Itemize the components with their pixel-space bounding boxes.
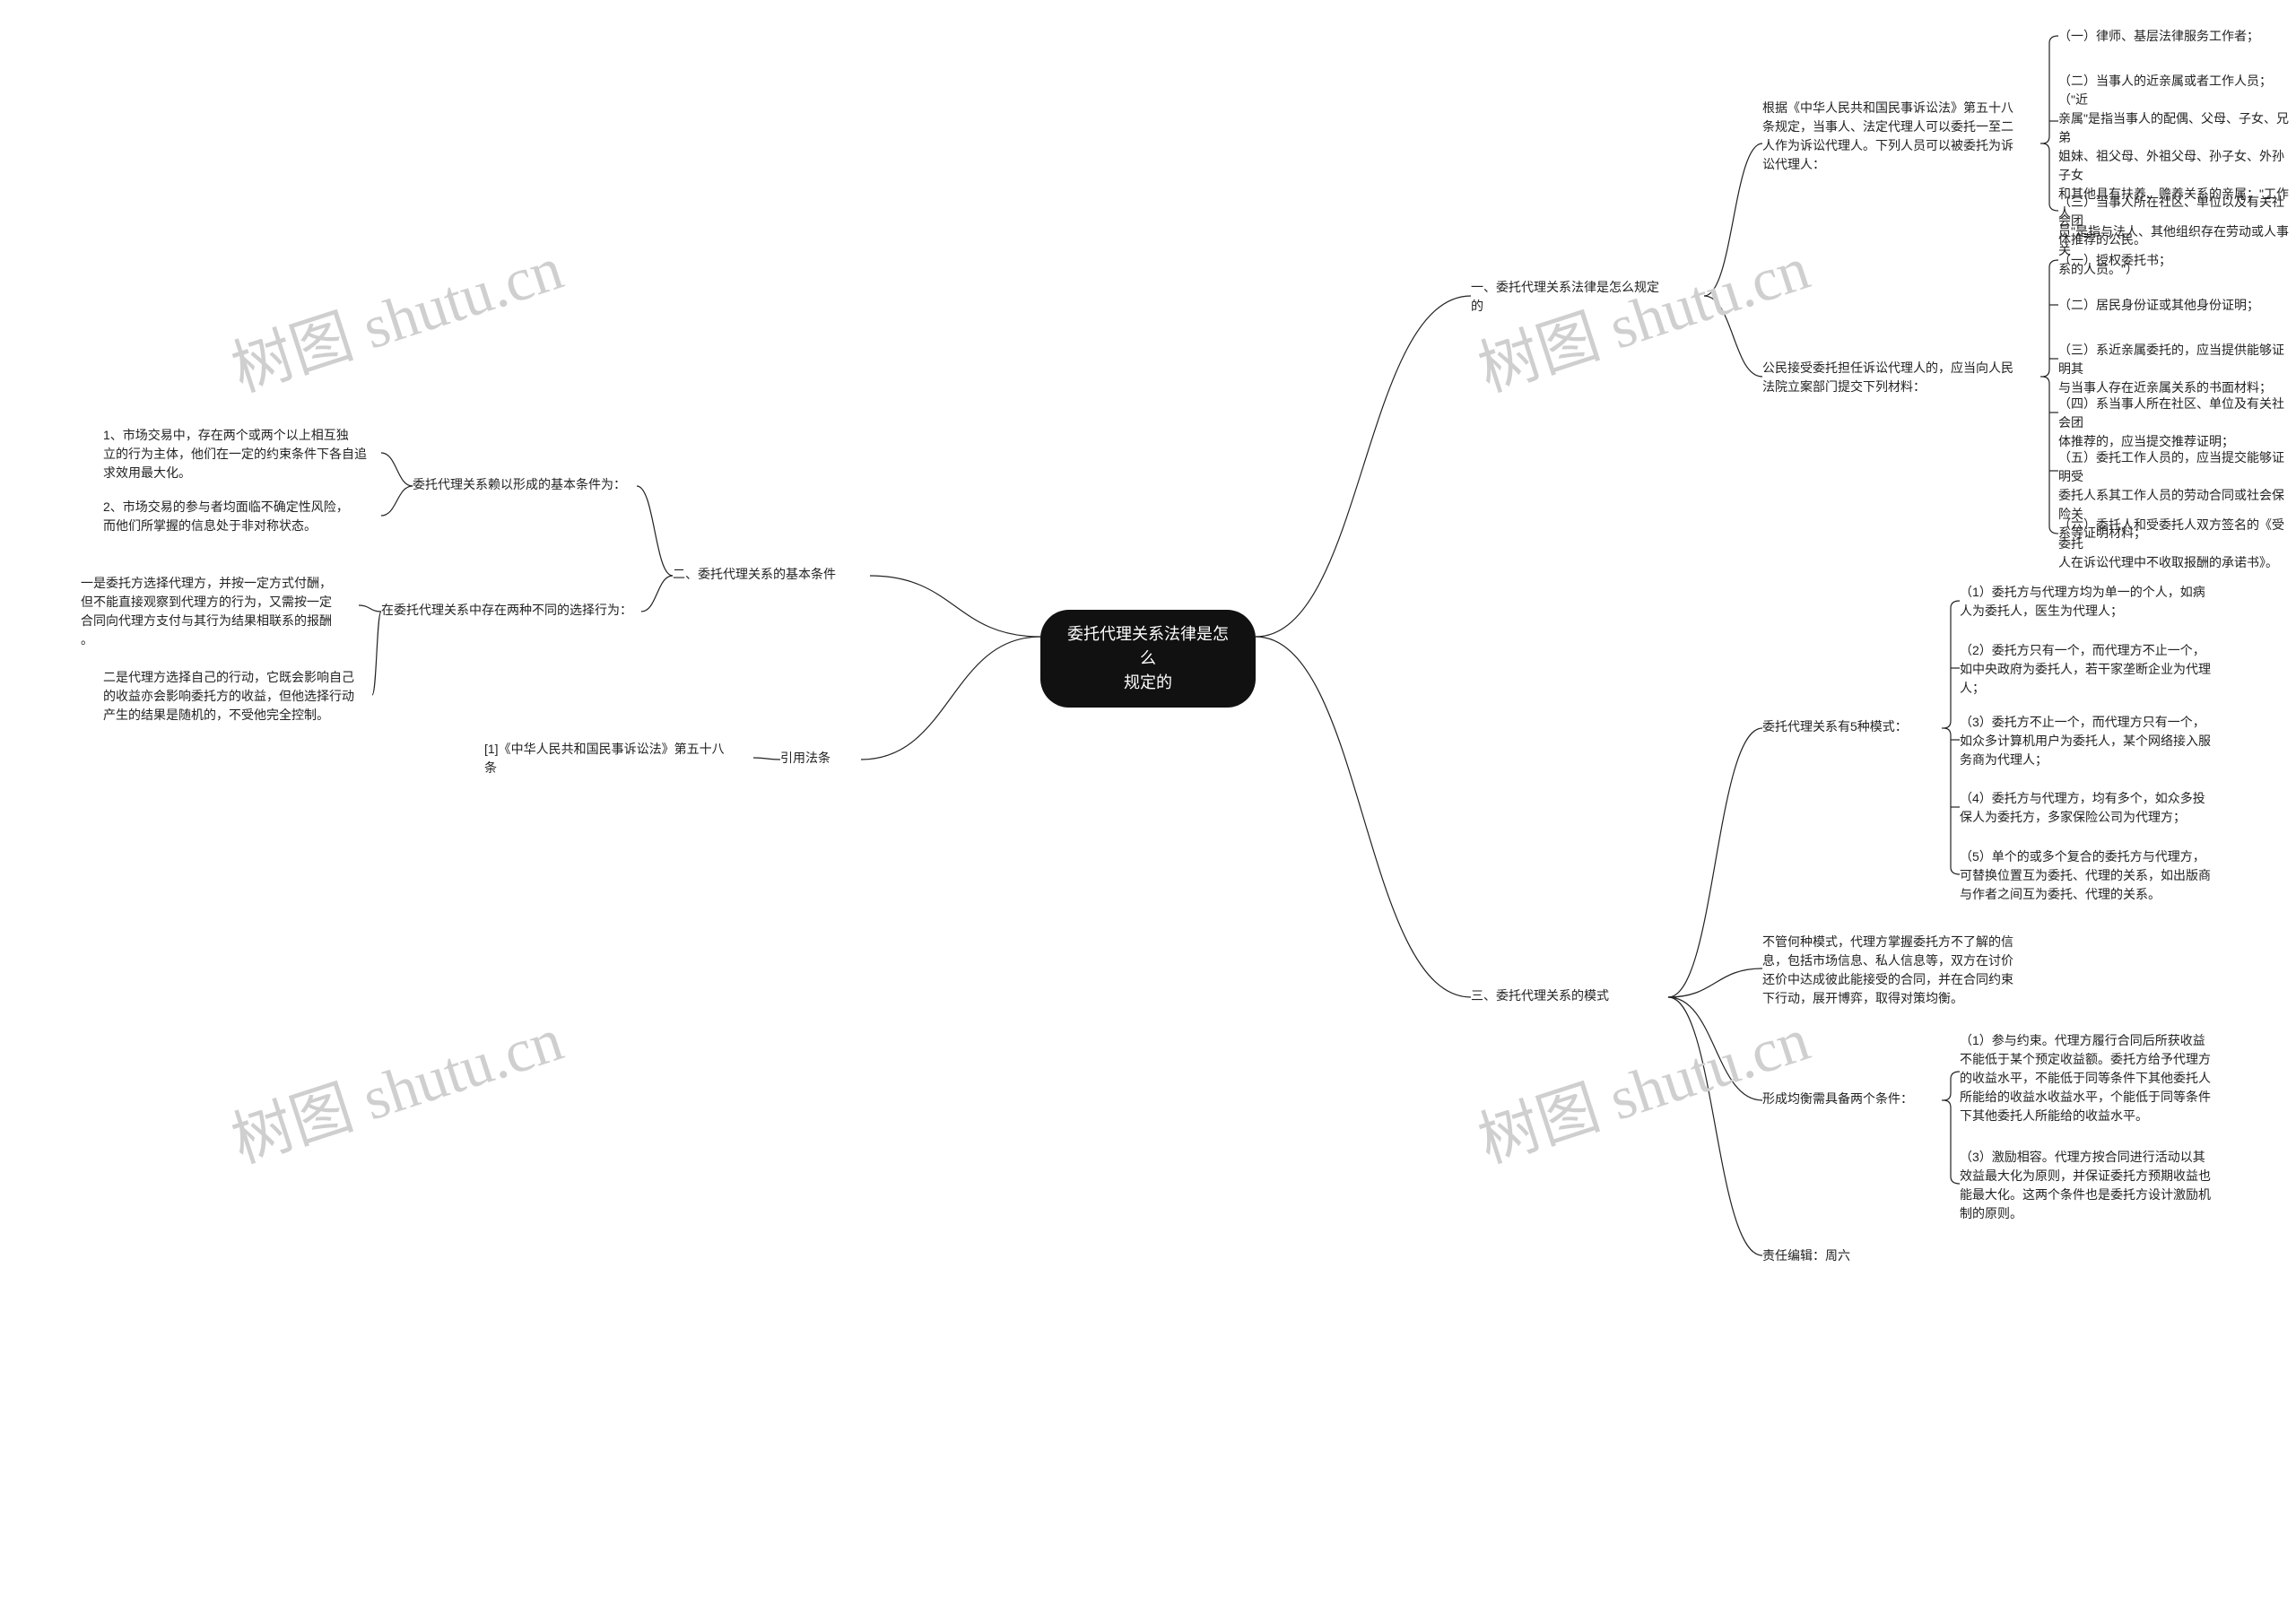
node-s3c2[interactable]: （3）激励相容。代理方按合同进行活动以其 效益最大化为原则，并保证委托方预期收益…: [1960, 1148, 2220, 1223]
node-s1b1[interactable]: （一）授权委托书；: [2058, 251, 2283, 270]
node-s1b4[interactable]: （四）系当事人所在社区、单位及有关社会团 体推荐的，应当提交推荐证明；: [2058, 395, 2292, 451]
node-s2[interactable]: 二、委托代理关系的基本条件: [673, 565, 870, 584]
watermark: 树图 shutu.cn: [219, 989, 571, 1179]
node-s1b3[interactable]: （三）系近亲属委托的，应当提供能够证明其 与当事人存在近亲属关系的书面材料；: [2058, 341, 2292, 397]
node-s2b1[interactable]: 一是委托方选择代理方，并按一定方式付酬， 但不能直接观察到代理方的行为，又需按一…: [81, 574, 359, 649]
node-s3a1[interactable]: （1）委托方与代理方均为单一的个人，如病 人为委托人，医生为代理人；: [1960, 583, 2211, 621]
node-s3c[interactable]: 形成均衡需具备两个条件：: [1762, 1090, 1942, 1108]
node-s1[interactable]: 一、委托代理关系法律是怎么规定 的: [1471, 278, 1704, 316]
node-s1b6[interactable]: （六）委托人和受委托人双方签名的《受委托 人在诉讼代理中不收取报酬的承诺书》。: [2058, 516, 2292, 572]
edge-layer: [0, 0, 2296, 1624]
node-s1b2[interactable]: （二）居民身份证或其他身份证明；: [2058, 296, 2283, 315]
root-node[interactable]: 委托代理关系法律是怎么 规定的: [1040, 610, 1256, 708]
node-s3d[interactable]: 责任编辑：周六: [1762, 1246, 1897, 1265]
node-s1a3[interactable]: （三）当事人所在社区、单位以及有关社会团 体推荐的公民。: [2058, 193, 2292, 249]
node-s1b[interactable]: 公民接受委托担任诉讼代理人的，应当向人民 法院立案部门提交下列材料：: [1762, 359, 2040, 396]
mindmap-canvas: 委托代理关系法律是怎么 规定的 一、委托代理关系法律是怎么规定 的 根据《中华人民…: [0, 0, 2296, 1624]
node-s3a[interactable]: 委托代理关系有5种模式：: [1762, 717, 1942, 736]
node-s1a[interactable]: 根据《中华人民共和国民事诉讼法》第五十八 条规定，当事人、法定代理人可以委托一至…: [1762, 99, 2040, 174]
watermark: 树图 shutu.cn: [219, 218, 571, 408]
node-s2a2[interactable]: 2、市场交易的参与者均面临不确定性风险， 而他们所掌握的信息处于非对称状态。: [103, 498, 381, 535]
node-cite1[interactable]: [1]《中华人民共和国民事诉讼法》第五十八 条: [484, 740, 753, 777]
node-s3a2[interactable]: （2）委托方只有一个，而代理方不止一个， 如中央政府为委托人，若干家垄断企业为代…: [1960, 641, 2211, 698]
node-cite[interactable]: 引用法条: [780, 749, 861, 768]
node-s3a5[interactable]: （5）单个的或多个复合的委托方与代理方， 可替换位置互为委托、代理的关系，如出版…: [1960, 847, 2220, 904]
node-s1a1[interactable]: （一）律师、基层法律服务工作者；: [2058, 27, 2283, 46]
node-s2a1[interactable]: 1、市场交易中，存在两个或两个以上相互独 立的行为主体，他们在一定的约束条件下各…: [103, 426, 381, 482]
node-s3c1[interactable]: （1）参与约束。代理方履行合同后所获收益 不能低于某个预定收益额。委托方给予代理…: [1960, 1031, 2220, 1125]
node-s3a3[interactable]: （3）委托方不止一个，而代理方只有一个， 如众多计算机用户为委托人，某个网络接入…: [1960, 713, 2211, 769]
node-s2b[interactable]: 在委托代理关系中存在两种不同的选择行为：: [381, 601, 641, 620]
node-s3b[interactable]: 不管何种模式，代理方掌握委托方不了解的信 息，包括市场信息、私人信息等，双方在讨…: [1762, 933, 2031, 1008]
node-s2b2[interactable]: 二是代理方选择自己的行动，它既会影响自己 的收益亦会影响委托方的收益，但他选择行…: [103, 668, 372, 725]
node-s3a4[interactable]: （4）委托方与代理方，均有多个，如众多投 保人为委托方，多家保险公司为代理方；: [1960, 789, 2211, 827]
node-s2a[interactable]: 委托代理关系赖以形成的基本条件为：: [413, 475, 637, 494]
watermark: 树图 shutu.cn: [1465, 989, 1818, 1179]
node-s3[interactable]: 三、委托代理关系的模式: [1471, 986, 1668, 1005]
